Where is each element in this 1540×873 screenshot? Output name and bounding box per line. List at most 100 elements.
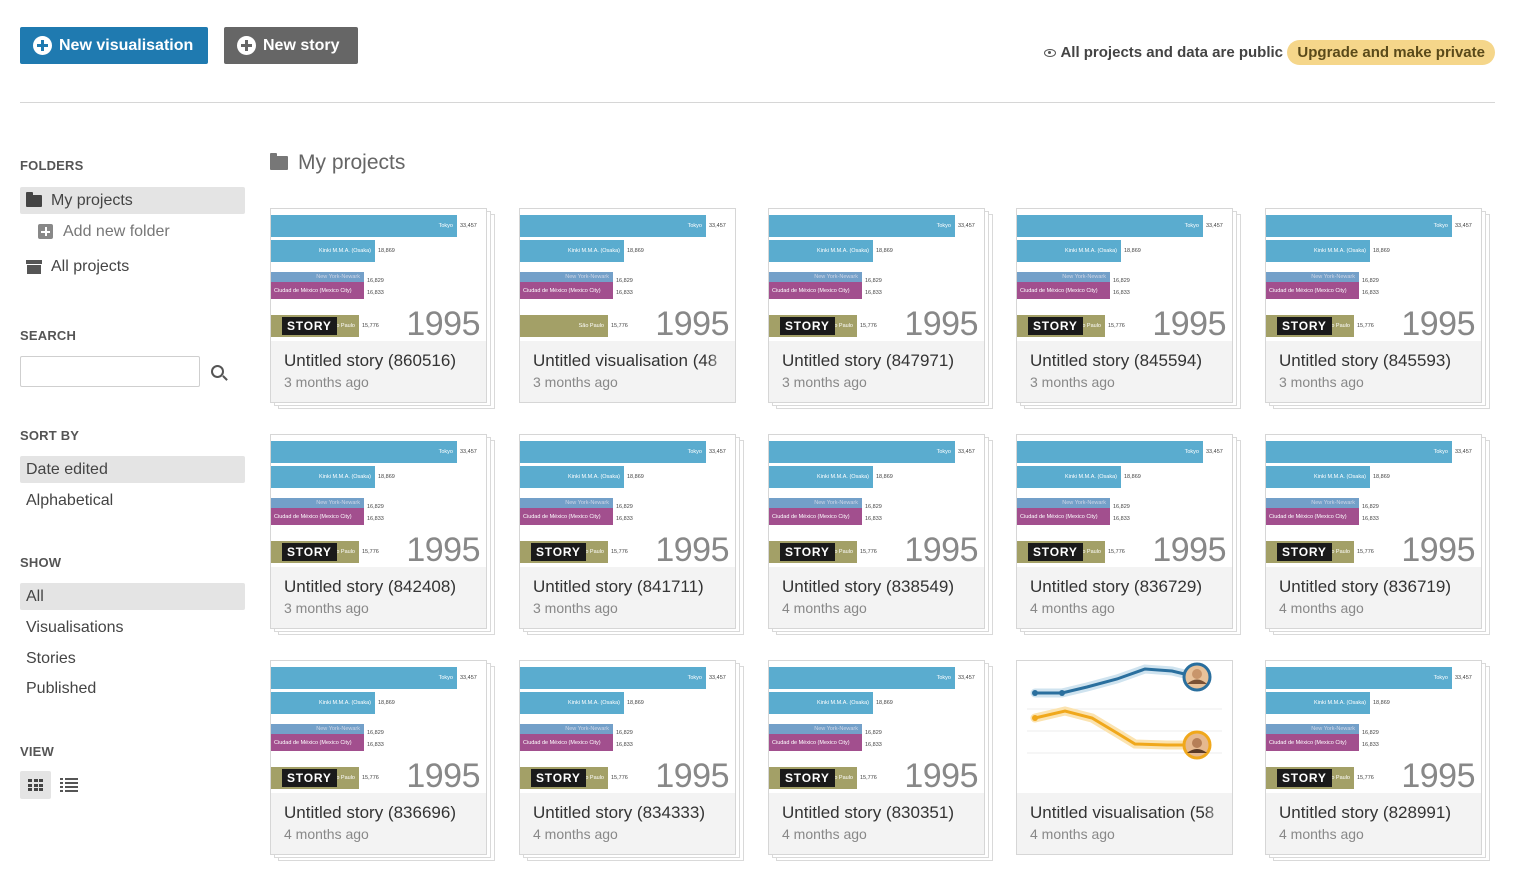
add-folder-button[interactable]: Add new folder: [20, 218, 245, 245]
thumbnail-bar-label: Kinki M.M.A. (Osaka): [1314, 248, 1366, 254]
card-face: Tokyo 33,457 Kinki M.M.A. (Osaka) 18,869 New…: [768, 208, 985, 403]
grid-icon: [28, 779, 43, 791]
project-card[interactable]: Tokyo 33,457 Kinki M.M.A. (Osaka) 18,869 New…: [1016, 434, 1241, 635]
thumbnail-bar: [271, 215, 457, 237]
card-info: Untitled story (847971) 3 months ago: [769, 341, 984, 402]
archive-icon: [26, 259, 42, 274]
thumbnail-bar-value: 16,829: [616, 730, 633, 736]
project-card[interactable]: Tokyo 33,457 Kinki M.M.A. (Osaka) 18,869 New…: [768, 434, 993, 635]
card-title: Untitled story (836729): [1030, 577, 1202, 596]
project-card[interactable]: Tokyo 33,457 Kinki M.M.A. (Osaka) 18,869 New…: [1016, 208, 1241, 409]
thumbnail-bar-value: 16,833: [1362, 289, 1379, 296]
search-icon[interactable]: [211, 365, 224, 378]
project-card[interactable]: Tokyo 33,457 Kinki M.M.A. (Osaka) 18,869 New…: [768, 208, 993, 409]
thumbnail-bar-value: 18,869: [1124, 248, 1141, 254]
thumbnail-bar-label: Kinki M.M.A. (Osaka): [319, 474, 371, 480]
card-title: Untitled story (836719): [1279, 577, 1451, 596]
thumbnail-bar-value: 15,776: [362, 549, 379, 555]
thumbnail-bar-value: 15,776: [611, 549, 628, 555]
card-face: Tokyo 33,457 Kinki M.M.A. (Osaka) 18,869 New…: [1016, 208, 1233, 403]
project-card[interactable]: Untitled visualisation (58 4 months ago: [1016, 660, 1233, 855]
thumbnail-bar: [769, 508, 862, 525]
card-info: Untitled story (838549) 4 months ago: [769, 567, 984, 628]
project-card[interactable]: Tokyo 33,457 Kinki M.M.A. (Osaka) 18,869 New…: [1265, 660, 1490, 861]
project-card[interactable]: Tokyo 33,457 Kinki M.M.A. (Osaka) 18,869 New…: [519, 660, 744, 861]
sort-date-edited[interactable]: Date edited: [20, 456, 245, 483]
thumbnail-bar-label: New York-Newark: [814, 500, 858, 506]
project-card[interactable]: Tokyo 33,457 Kinki M.M.A. (Osaka) 18,869 New…: [768, 660, 993, 861]
thumbnail-bar-label: New York-Newark: [565, 274, 609, 280]
thumbnail-bar-value: 15,776: [860, 775, 877, 781]
thumbnail-bar: [1017, 282, 1110, 299]
project-card[interactable]: Tokyo 33,457 Kinki M.M.A. (Osaka) 18,869 New…: [519, 208, 736, 403]
project-card[interactable]: Tokyo 33,457 Kinki M.M.A. (Osaka) 18,869 New…: [1265, 434, 1490, 635]
page-title: My projects: [270, 151, 405, 175]
story-badge: STORY: [531, 769, 586, 787]
thumbnail-bar: [271, 724, 364, 734]
card-thumbnail: Tokyo 33,457 Kinki M.M.A. (Osaka) 18,869 New…: [1266, 209, 1481, 341]
year-label: 1995: [1401, 305, 1475, 341]
thumbnail-bar-label: Ciudad de México (Mexico City): [1269, 513, 1347, 520]
project-card[interactable]: Tokyo 33,457 Kinki M.M.A. (Osaka) 18,869 New…: [1265, 208, 1490, 409]
thumbnail-bar-value: 16,833: [616, 741, 633, 748]
card-thumbnail: Tokyo 33,457 Kinki M.M.A. (Osaka) 18,869 New…: [1266, 661, 1481, 793]
new-visualisation-button[interactable]: New visualisation: [20, 27, 208, 64]
thumbnail-bar-label: Kinki M.M.A. (Osaka): [1314, 700, 1366, 706]
thumbnail-bar-label: São Paulo: [578, 549, 604, 555]
plus-circle-icon: [33, 36, 52, 55]
list-view-icon[interactable]: [60, 778, 78, 792]
thumbnail-bar: [520, 272, 613, 282]
card-info: Untitled story (836729) 4 months ago: [1017, 567, 1232, 628]
card-face: Tokyo 33,457 Kinki M.M.A. (Osaka) 18,869 New…: [270, 660, 487, 855]
thumbnail-bar-label: Kinki M.M.A. (Osaka): [568, 474, 620, 480]
sort-alphabetical[interactable]: Alphabetical: [26, 491, 114, 509]
search-input[interactable]: [20, 356, 200, 387]
plus-circle-icon: [237, 36, 256, 55]
folder-my-projects[interactable]: My projects: [20, 187, 245, 214]
new-story-button[interactable]: New story: [224, 27, 358, 64]
folder-all-projects[interactable]: All projects: [20, 253, 245, 280]
year-label: 1995: [1401, 757, 1475, 793]
project-card[interactable]: Tokyo 33,457 Kinki M.M.A. (Osaka) 18,869 New…: [270, 208, 495, 409]
card-thumbnail: Tokyo 33,457 Kinki M.M.A. (Osaka) 18,869 New…: [1266, 435, 1481, 567]
project-card[interactable]: Tokyo 33,457 Kinki M.M.A. (Osaka) 18,869 New…: [519, 434, 744, 635]
thumbnail-bar-label: Kinki M.M.A. (Osaka): [817, 700, 869, 706]
project-card[interactable]: Tokyo 33,457 Kinki M.M.A. (Osaka) 18,869 New…: [270, 660, 495, 861]
thumbnail-bar-label: New York-Newark: [1311, 274, 1355, 280]
thumbnail-bar-value: 18,869: [876, 248, 893, 254]
thumbnail-bar-label: Kinki M.M.A. (Osaka): [1065, 474, 1117, 480]
project-card[interactable]: Tokyo 33,457 Kinki M.M.A. (Osaka) 18,869 New…: [270, 434, 495, 635]
thumbnail-bar-label: New York-Newark: [565, 726, 609, 732]
eye-icon: [1044, 48, 1057, 57]
show-published[interactable]: Published: [26, 679, 97, 697]
story-badge: STORY: [780, 769, 835, 787]
card-time: 4 months ago: [1030, 826, 1115, 842]
show-all[interactable]: All: [20, 583, 245, 610]
year-label: 1995: [655, 531, 729, 567]
thumbnail-bar: [769, 441, 955, 463]
thumbnail-bar-label: New York-Newark: [814, 726, 858, 732]
show-stories[interactable]: Stories: [26, 649, 76, 667]
thumbnail-bar-value: 18,869: [627, 248, 644, 254]
show-visualisations[interactable]: Visualisations: [26, 618, 124, 636]
thumbnail-bar: [1266, 498, 1359, 508]
story-badge: STORY: [282, 769, 337, 787]
thumbnail-bar: [271, 508, 364, 525]
upgrade-button[interactable]: Upgrade and make private: [1287, 40, 1495, 65]
card-title: Untitled story (838549): [782, 577, 954, 596]
header-divider: [20, 102, 1495, 103]
thumbnail-bar-value: 16,833: [1362, 515, 1379, 522]
year-label: 1995: [1401, 531, 1475, 567]
story-badge: STORY: [282, 317, 337, 335]
thumbnail-bar-label: Tokyo: [687, 675, 702, 681]
card-thumbnail: Tokyo 33,457 Kinki M.M.A. (Osaka) 18,869 New…: [1017, 435, 1232, 567]
sort-title: SORT BY: [20, 428, 80, 443]
card-face: Tokyo 33,457 Kinki M.M.A. (Osaka) 18,869 New…: [1265, 660, 1482, 855]
thumbnail-bar-label: São Paulo: [827, 323, 853, 329]
card-thumbnail: Tokyo 33,457 Kinki M.M.A. (Osaka) 18,869 New…: [271, 661, 486, 793]
thumbnail-bar-value: 33,457: [460, 449, 477, 455]
thumbnail-bar-value: 16,833: [616, 515, 633, 522]
thumbnail-bar-label: São Paulo: [578, 323, 604, 329]
grid-view-button[interactable]: [20, 771, 51, 799]
thumbnail-bar: [769, 215, 955, 237]
